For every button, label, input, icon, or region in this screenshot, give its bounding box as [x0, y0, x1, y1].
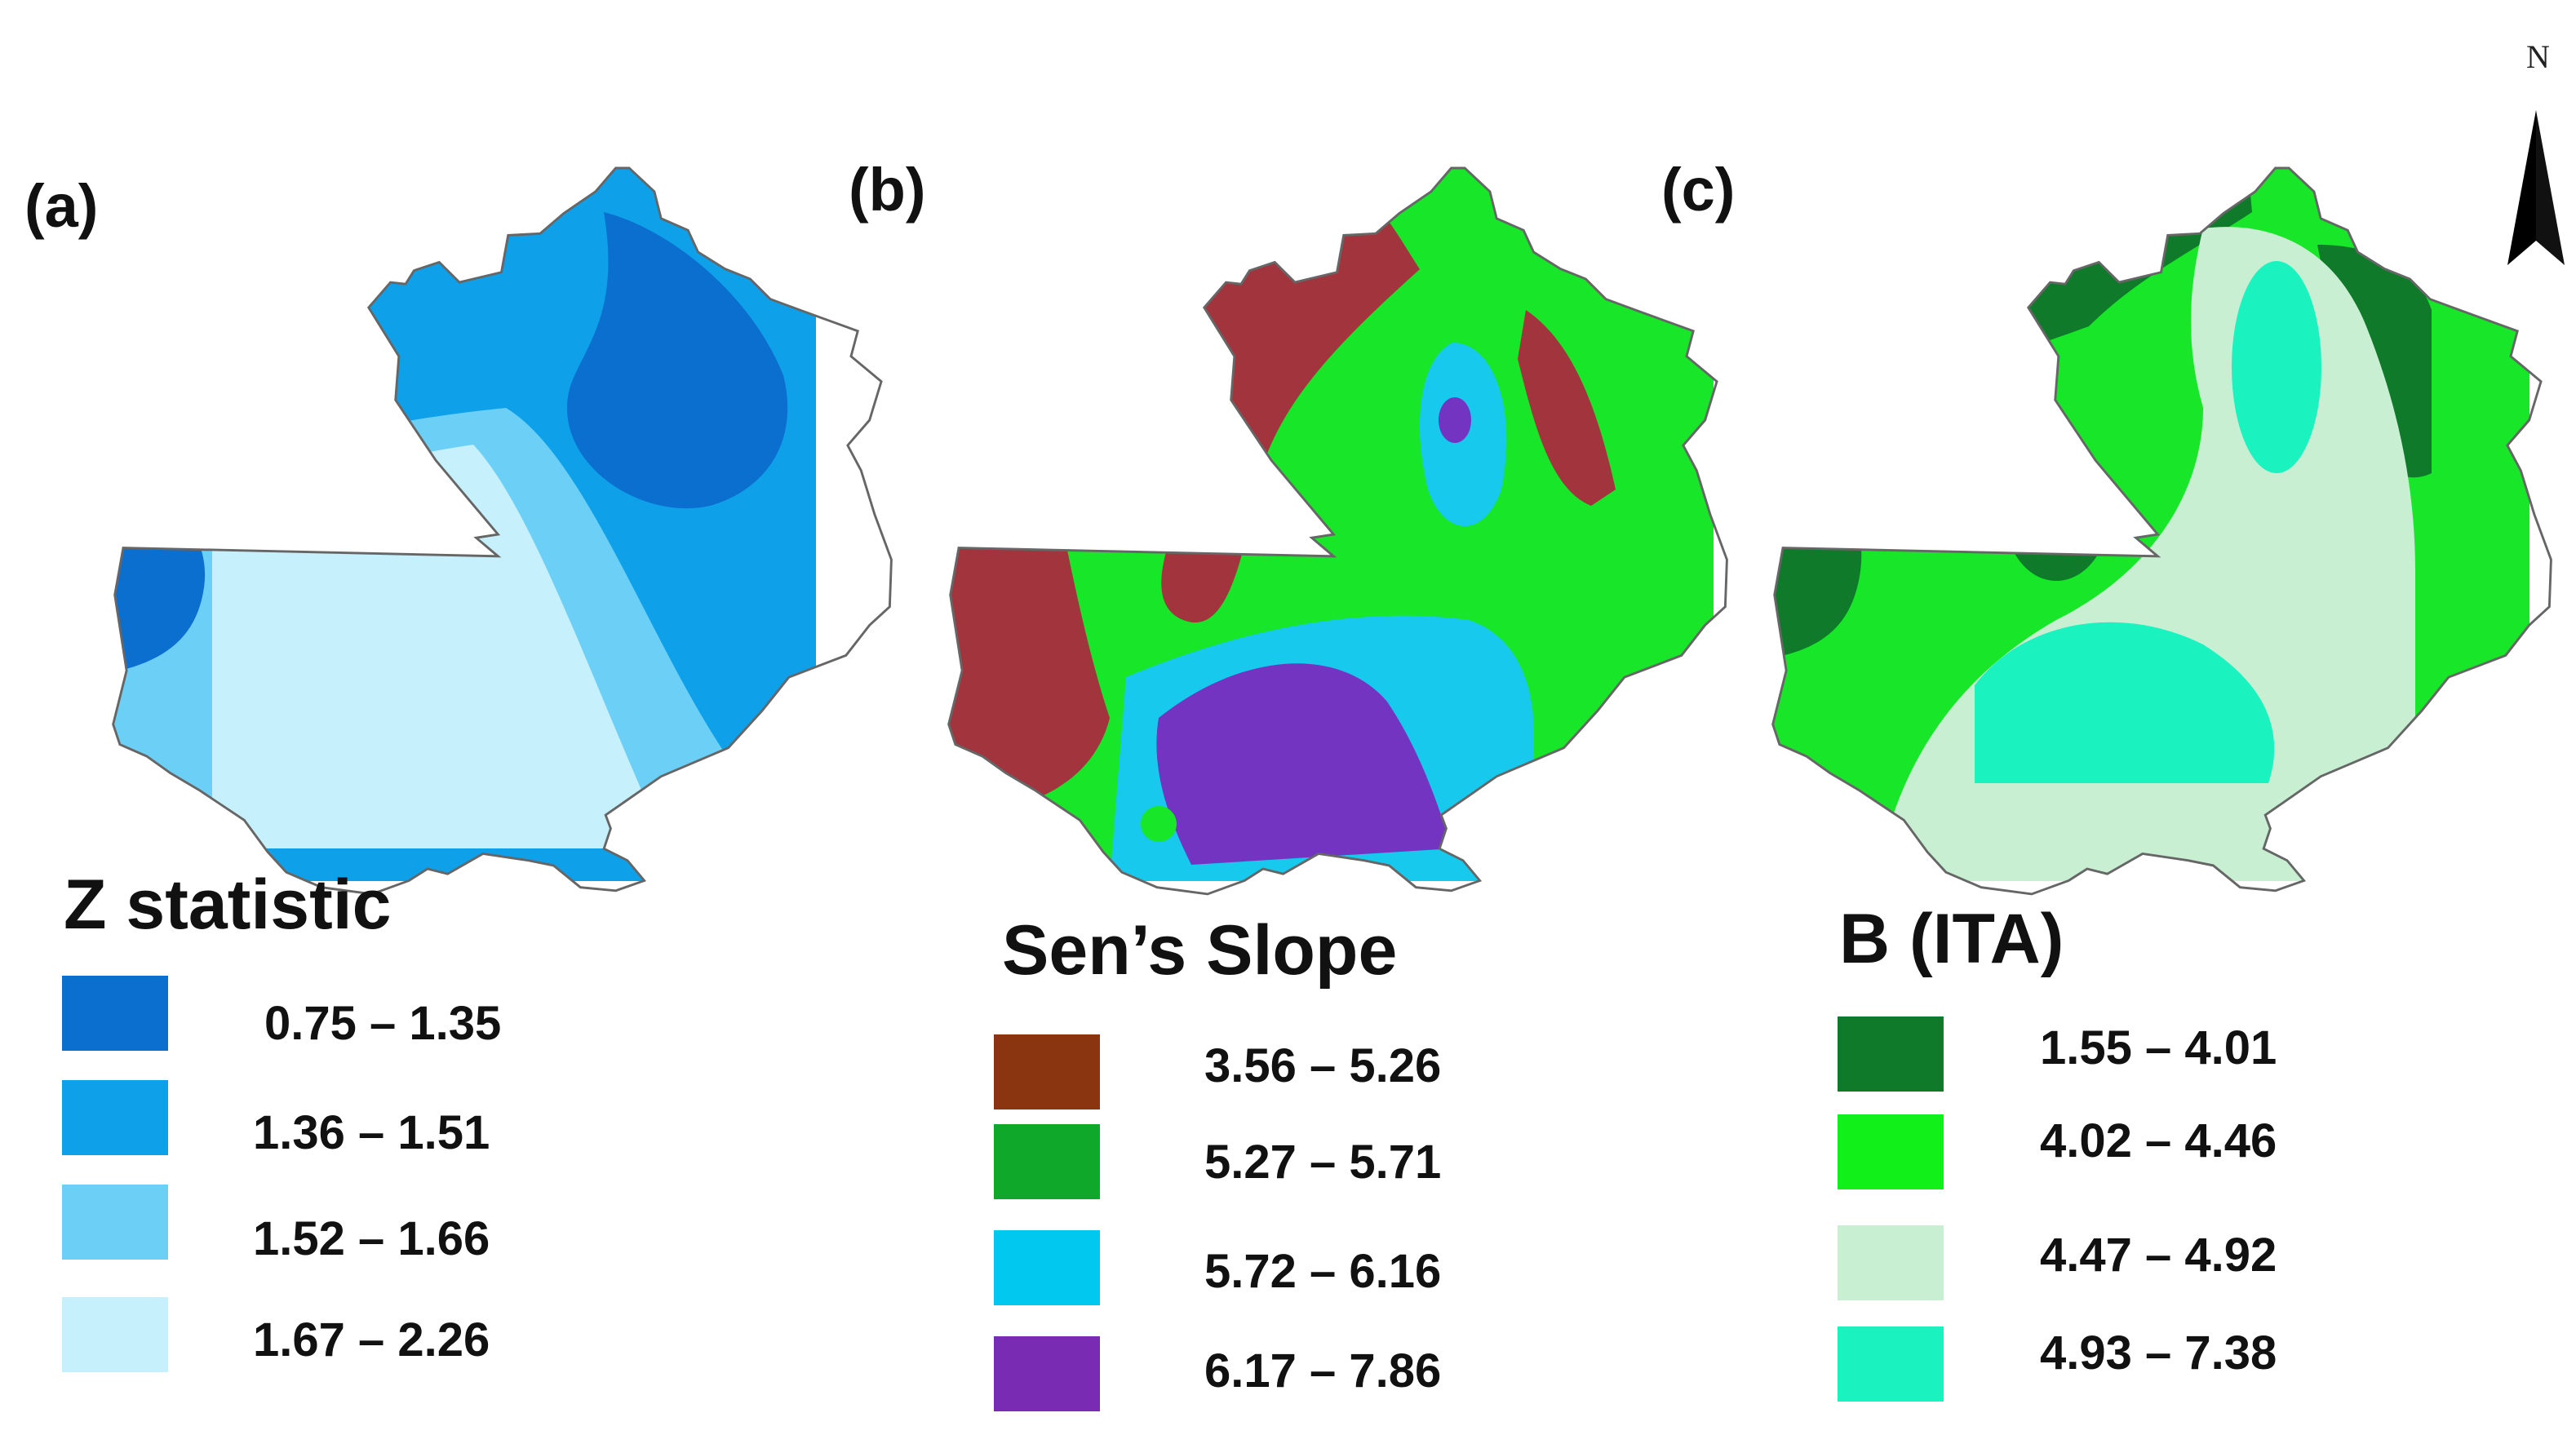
legend-swatch	[994, 1336, 1100, 1411]
legend-swatch	[994, 1124, 1100, 1199]
zone-572-616-small	[1115, 439, 1151, 475]
legend-range: 4.02 – 4.46	[2040, 1114, 2277, 1167]
map-z-statistic	[112, 166, 893, 896]
legend-swatch	[1838, 1326, 1944, 1402]
legend-swatch	[1838, 1114, 1944, 1189]
zone-075-135-north	[224, 188, 384, 359]
panel-label-c: (c)	[1661, 156, 1736, 224]
legend-range: 1.36 – 1.51	[253, 1106, 490, 1159]
north-label: N	[2526, 38, 2550, 75]
panel-label-a: (a)	[24, 172, 99, 240]
legend-swatch	[62, 1185, 168, 1260]
legend-range: 1.67 – 2.26	[253, 1313, 490, 1366]
legend-title: Sen’s Slope	[1002, 911, 1398, 990]
legend-range: 1.52 – 1.66	[253, 1212, 490, 1265]
legend-swatch	[62, 1080, 168, 1155]
legend-range: 6.17 – 7.86	[1204, 1344, 1442, 1397]
legend-title: B (ITA)	[1839, 900, 2064, 978]
zone-493-738-south	[1975, 622, 2275, 783]
legend-range: 5.27 – 5.71	[1204, 1136, 1442, 1189]
zone-356-526-east	[1518, 310, 1616, 506]
zone-527-571-spot	[1141, 806, 1177, 842]
legend-range: 4.47 – 4.92	[2040, 1229, 2277, 1282]
zone-075-135-east	[566, 212, 788, 509]
legend-range: 0.75 – 1.35	[264, 997, 502, 1050]
legend-swatch	[994, 1230, 1100, 1305]
north-arrow-icon	[2507, 110, 2565, 265]
legend-range: 3.56 – 5.26	[1204, 1039, 1442, 1092]
map-b-ita	[1771, 166, 2552, 896]
legend-range: 5.72 – 6.16	[1204, 1245, 1442, 1298]
legend-swatch	[62, 1297, 168, 1372]
legend-swatch	[1838, 1225, 1944, 1300]
legend-swatch	[994, 1034, 1100, 1109]
panel-label-b: (b)	[849, 156, 926, 224]
zone-617-786-east	[1439, 397, 1471, 443]
zone-447-492-spot	[1933, 401, 1959, 427]
legend-range: 1.55 – 4.01	[2040, 1021, 2277, 1074]
legend-title: Z statistic	[64, 866, 392, 944]
legend-swatch	[1838, 1016, 1944, 1092]
zone-617-786	[1156, 663, 1452, 865]
map-sens-slope	[947, 166, 1728, 896]
legend-swatch	[62, 976, 168, 1051]
zone-493-738-east	[2232, 261, 2321, 473]
legend-range: 4.93 – 7.38	[2040, 1326, 2277, 1380]
